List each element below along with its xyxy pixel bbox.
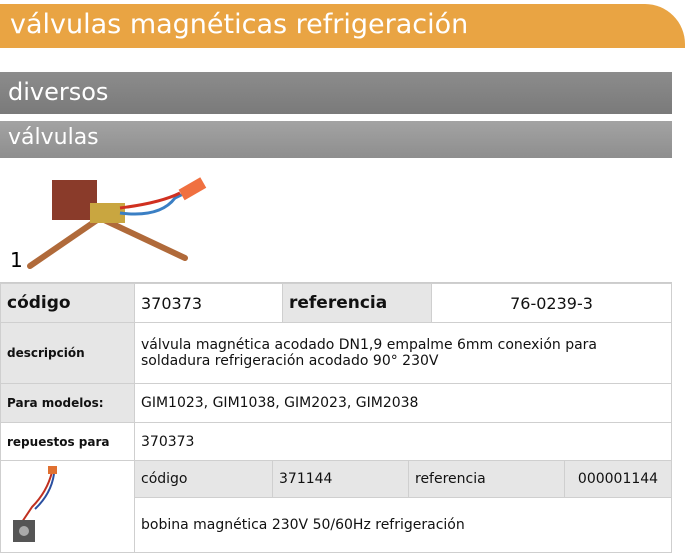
valve-illustration [27, 177, 207, 269]
page-title: válvulas magnéticas refrigeración [0, 4, 685, 48]
spare-code-label: código [134, 460, 273, 498]
desc-label: descripción [0, 322, 135, 384]
models-label: Para modelos: [0, 383, 135, 423]
ref: 76-0239-3 [431, 283, 672, 323]
coil-illustration [13, 466, 57, 542]
item-number: 1 [10, 248, 23, 272]
product-image [0, 158, 672, 283]
spare-ref: 000001144 [564, 460, 672, 498]
subsection-header: válvulas [0, 121, 672, 158]
spare-image [0, 460, 135, 553]
spare-ref-label: referencia [408, 460, 565, 498]
code-label: código [0, 283, 135, 323]
item-table: código 370373 referencia 76-0239-3 descr… [0, 283, 672, 461]
ref-label: referencia [282, 283, 432, 323]
spares-label: repuestos para [0, 422, 135, 461]
section-header: diversos [0, 72, 672, 114]
desc: válvula magnética acodado DN1,9 empalme … [134, 322, 672, 384]
spares: 370373 [134, 422, 672, 461]
code: 370373 [134, 283, 283, 323]
spare-table: código 371144 referencia 000001144 bobin… [0, 460, 672, 553]
models: GIM1023, GIM1038, GIM2023, GIM2038 [134, 383, 672, 423]
spare-code: 371144 [272, 460, 409, 498]
spare-desc: bobina magnética 230V 50/60Hz refrigerac… [134, 497, 672, 553]
